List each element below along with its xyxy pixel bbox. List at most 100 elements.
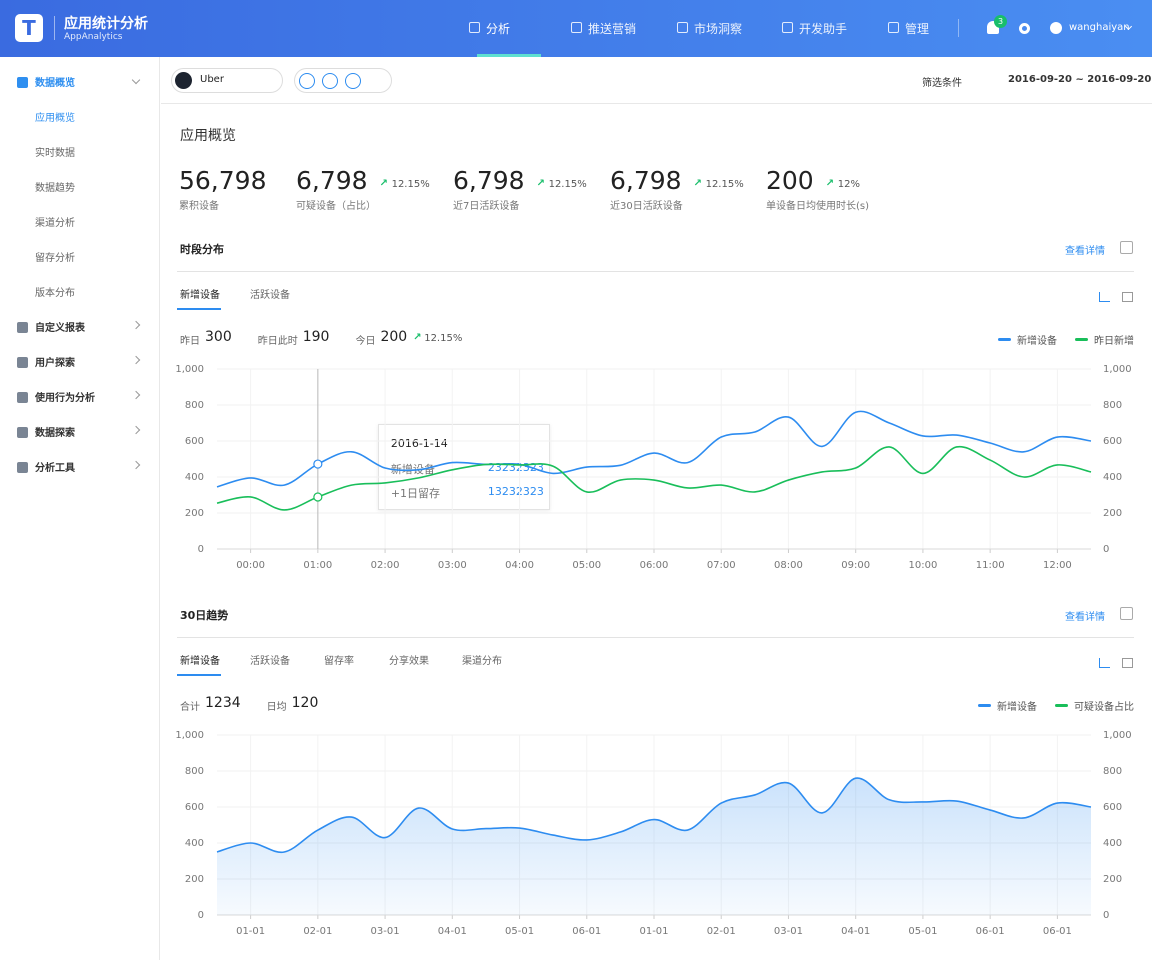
y-tick-label: 1,000 xyxy=(175,364,204,375)
y2-tick-label: 400 xyxy=(1103,472,1122,483)
y-tick-label: 600 xyxy=(185,802,204,813)
stat-label: 日均 xyxy=(266,702,287,713)
nav-item[interactable]: 市场洞察 xyxy=(694,22,743,36)
platform-icon[interactable] xyxy=(322,73,338,89)
submenu-item[interactable]: 实时数据 xyxy=(35,148,75,159)
line xyxy=(216,445,1092,511)
menu-item[interactable]: 用户探索 xyxy=(35,358,75,369)
table-view-icon[interactable] xyxy=(1122,292,1133,302)
table-view-icon[interactable] xyxy=(1122,658,1133,668)
stat-change: 12.15% xyxy=(424,333,463,344)
x-tick-label: 05-01 xyxy=(908,926,937,937)
divider xyxy=(54,16,55,40)
user-avatar xyxy=(1050,22,1062,34)
y2-tick-label: 0 xyxy=(1103,544,1109,555)
nav-item[interactable]: 分析 xyxy=(486,22,511,36)
menu-item[interactable]: 使用行为分析 xyxy=(35,393,95,404)
menu-icon xyxy=(17,77,28,88)
x-tick-label: 05:00 xyxy=(572,560,601,571)
download-icon[interactable] xyxy=(1120,607,1133,620)
hover-point xyxy=(313,459,323,469)
legend-label: 昨日新增 xyxy=(1094,336,1134,347)
area xyxy=(217,778,1091,915)
kpi-value: 200 xyxy=(766,166,814,195)
y-tick-label: 0 xyxy=(198,544,204,555)
date-range[interactable]: 2016-09-20 ~ 2016-09-20 xyxy=(1008,74,1152,85)
legend-item: 新增设备 xyxy=(998,332,1057,347)
trend-arrow: ↗ xyxy=(825,178,835,189)
legend: 新增设备 可疑设备占比 xyxy=(978,698,1134,713)
kpi-value: 6,798 xyxy=(610,166,682,195)
divider xyxy=(958,19,959,37)
x-tick-label: 03-01 xyxy=(371,926,400,937)
legend-swatch xyxy=(1075,338,1088,341)
kpi-value: 6,798 xyxy=(296,166,368,195)
detail-link[interactable]: 查看详情 xyxy=(1065,612,1105,623)
menu-icon xyxy=(17,427,28,438)
page-title: 应用概览 xyxy=(180,128,236,144)
platform-icon[interactable] xyxy=(345,73,361,89)
legend-item: 可疑设备占比 xyxy=(1055,698,1134,713)
legend: 新增设备 昨日新增 xyxy=(998,332,1134,347)
tooltip-value: 13232323 xyxy=(487,485,544,498)
submenu-item[interactable]: 渠道分析 xyxy=(35,218,75,229)
x-tick-label: 01:00 xyxy=(303,560,332,571)
submenu-item[interactable]: 数据趋势 xyxy=(35,183,75,194)
menu-icon xyxy=(17,392,28,403)
filter-button[interactable]: 筛选条件 xyxy=(922,78,962,89)
kpi-label: 累积设备 xyxy=(179,201,219,212)
user-name[interactable]: wanghaiyan xyxy=(1069,22,1130,33)
chart-view-icon[interactable] xyxy=(1099,292,1110,302)
trend-arrow: ↗ xyxy=(693,178,702,189)
app-name: Uber xyxy=(200,74,224,85)
y-tick-label: 1,000 xyxy=(175,730,204,741)
tab[interactable]: 新增设备 xyxy=(180,290,220,301)
menu-item[interactable]: 数据探索 xyxy=(35,428,75,439)
nav-item[interactable]: 推送营销 xyxy=(588,22,637,36)
menu-item[interactable]: 数据概览 xyxy=(35,78,75,89)
tab[interactable]: 活跃设备 xyxy=(250,656,290,667)
settings-icon[interactable] xyxy=(1019,23,1030,34)
submenu-item[interactable]: 留存分析 xyxy=(35,253,75,264)
y2-tick-label: 200 xyxy=(1103,508,1122,519)
y2-tick-label: 800 xyxy=(1103,400,1122,411)
y2-tick-label: 400 xyxy=(1103,838,1122,849)
nav-item[interactable]: 开发助手 xyxy=(799,22,848,36)
platform-select[interactable] xyxy=(294,68,392,93)
download-icon[interactable] xyxy=(1120,241,1133,254)
stat-value: 120 xyxy=(291,695,319,711)
kpi-label: 可疑设备（占比） xyxy=(296,201,376,212)
notification-badge: 3 xyxy=(994,15,1007,28)
stat-label: 合计 xyxy=(180,702,200,713)
section-title: 时段分布 xyxy=(180,243,224,256)
stat-label: 昨日此时 xyxy=(257,336,298,347)
section-title: 30日趋势 xyxy=(180,609,229,622)
tab[interactable]: 留存率 xyxy=(324,656,354,667)
x-tick-label: 11:00 xyxy=(976,560,1005,571)
kpi-change: 12.15% xyxy=(548,179,587,190)
submenu-item[interactable]: 应用概览 xyxy=(35,113,75,124)
x-tick-label: 10:00 xyxy=(909,560,938,571)
kpi-change: 12.15% xyxy=(391,179,430,190)
app-select[interactable]: Uber xyxy=(171,68,283,93)
detail-link[interactable]: 查看详情 xyxy=(1065,246,1105,257)
menu-item[interactable]: 分析工具 xyxy=(35,463,75,474)
chart-view-icon[interactable] xyxy=(1099,658,1110,668)
tab[interactable]: 新增设备 xyxy=(180,656,220,667)
section-rule xyxy=(177,637,1134,638)
menu-item[interactable]: 自定义报表 xyxy=(35,323,85,334)
legend-swatch xyxy=(1055,704,1068,707)
x-tick-label: 02-01 xyxy=(303,926,332,937)
legend-item: 新增设备 xyxy=(978,698,1037,713)
y2-tick-label: 600 xyxy=(1103,436,1122,447)
nav-icon xyxy=(782,22,793,33)
submenu-item[interactable]: 版本分布 xyxy=(35,288,75,299)
tab[interactable]: 分享效果 xyxy=(389,656,429,667)
x-tick-label: 04:00 xyxy=(505,560,534,571)
nav-item[interactable]: 管理 xyxy=(905,22,930,36)
trend-arrow: ↗ xyxy=(536,178,545,189)
tab[interactable]: 活跃设备 xyxy=(250,290,290,301)
tab[interactable]: 渠道分布 xyxy=(462,656,502,667)
platform-icon[interactable] xyxy=(299,73,315,89)
